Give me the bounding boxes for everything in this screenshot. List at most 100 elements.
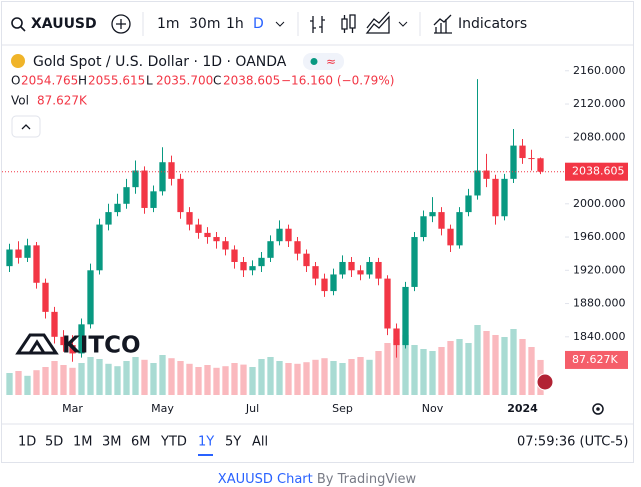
range-active[interactable]: 1Y — [198, 435, 214, 450]
indicators-icon[interactable] — [433, 14, 452, 34]
volume-bar — [33, 370, 40, 395]
range[interactable]: 3M — [102, 435, 122, 450]
candle-body — [150, 191, 157, 208]
chart: 1840.000 1880.000 1920.000 1960.000 2000.000… — [2, 64, 628, 415]
candle-body — [366, 261, 373, 275]
y-tick-label: 1920.000 — [573, 263, 626, 276]
candle-body — [330, 274, 337, 292]
gear[interactable] — [592, 403, 604, 415]
interval-active[interactable]: D — [253, 16, 264, 32]
indicators[interactable]: Indicators — [458, 16, 527, 32]
range-bar: 1D 5D 1M 3M 6M YTD 1Y 5Y All — [18, 435, 268, 456]
candle-body — [258, 257, 265, 267]
candle-body — [456, 212, 463, 246]
interval[interactable]: 1m — [157, 16, 180, 32]
candle-body — [303, 253, 310, 267]
candle-body — [42, 282, 49, 312]
candle-body — [276, 228, 283, 242]
volume-bar — [429, 351, 436, 395]
volume-bar — [285, 363, 292, 395]
range[interactable]: 5D — [45, 435, 63, 450]
candle-body — [213, 237, 220, 242]
volume-bar — [78, 363, 85, 395]
volume-bar — [96, 359, 103, 395]
candle-body — [483, 170, 490, 179]
candle-body — [438, 212, 445, 229]
footer-link[interactable]: XAUUSD Chart — [218, 472, 313, 487]
candle-body — [339, 261, 346, 275]
volume-bar — [321, 358, 328, 395]
y-tick-label: 1880.000 — [573, 297, 626, 310]
interval[interactable]: 1h — [226, 16, 244, 32]
candles-icon[interactable] — [341, 14, 356, 33]
ohlc-value: 2054.765 — [21, 74, 78, 88]
ohlc-label: L — [146, 74, 153, 88]
candle-body — [447, 228, 454, 246]
volume-bar — [42, 367, 49, 395]
range[interactable]: 5Y — [225, 435, 241, 450]
y-tick-label: 1840.000 — [573, 330, 626, 343]
x-tick-label: Sep — [332, 402, 353, 415]
volume-bar — [402, 335, 409, 395]
frame — [1, 1, 634, 463]
volume-tag — [565, 350, 628, 369]
candle-body — [321, 278, 328, 292]
volume-bar — [447, 341, 454, 395]
volume-bar — [501, 337, 508, 395]
range[interactable]: YTD — [160, 435, 187, 450]
volume-bar — [420, 349, 427, 395]
candle-body — [186, 212, 193, 225]
y-tick-label: 2000.000 — [573, 197, 626, 210]
symbol[interactable]: XAUUSD — [31, 16, 97, 32]
candle-body — [312, 266, 319, 279]
candle-body — [195, 224, 202, 233]
candle-body — [519, 145, 526, 159]
candle-body — [141, 170, 148, 208]
candle-body — [105, 212, 112, 225]
volume-bar — [411, 345, 418, 395]
interval[interactable]: 30m — [189, 16, 220, 32]
volume-bar — [213, 367, 220, 395]
market-status — [310, 58, 318, 65]
search-icon — [20, 26, 26, 32]
change: −16.160 (−0.79%) — [281, 74, 394, 88]
range[interactable]: 1D — [18, 435, 36, 450]
volume-bar — [276, 361, 283, 395]
volume-bar — [87, 357, 94, 395]
delay-icon: ≈ — [326, 55, 336, 69]
chevron[interactable] — [398, 21, 408, 27]
area-icon[interactable] — [365, 11, 390, 34]
volume-bar — [456, 339, 463, 395]
volume-bar — [186, 363, 193, 395]
add-symbol[interactable] — [111, 14, 131, 34]
x-tick-label: Jul — [245, 402, 259, 415]
bars-icon[interactable] — [310, 16, 325, 33]
symbol-logo — [11, 54, 25, 68]
volume-bar — [51, 361, 58, 395]
volume-bar — [258, 359, 265, 395]
volume-bar — [519, 339, 526, 395]
volume-bar — [204, 365, 211, 395]
search-icon[interactable] — [11, 17, 23, 29]
volume-bar — [15, 371, 22, 395]
candle-body — [159, 162, 166, 192]
range[interactable]: 6M — [131, 435, 151, 450]
chevron[interactable] — [275, 21, 285, 27]
settings-icon[interactable] — [592, 403, 604, 415]
collapse-button[interactable] — [11, 115, 41, 138]
candle-body — [474, 170, 481, 196]
candle-body — [249, 266, 256, 271]
y-tick-label: 2160.000 — [573, 64, 626, 77]
candle-body — [393, 328, 400, 346]
volume-value: 87.627K — [37, 94, 88, 108]
candle-body — [267, 241, 274, 258]
watermark: KITCO — [15, 333, 141, 359]
volume-bar — [384, 343, 391, 395]
range[interactable]: 1M — [73, 435, 93, 450]
candle-body — [132, 170, 139, 188]
chart-title: Gold Spot / U.S. Dollar · 1D · OANDA — [33, 54, 287, 70]
volume-bar — [366, 359, 373, 395]
candle-body — [402, 286, 409, 346]
x-tick-label: May — [151, 402, 174, 415]
range[interactable]: All — [252, 435, 268, 450]
